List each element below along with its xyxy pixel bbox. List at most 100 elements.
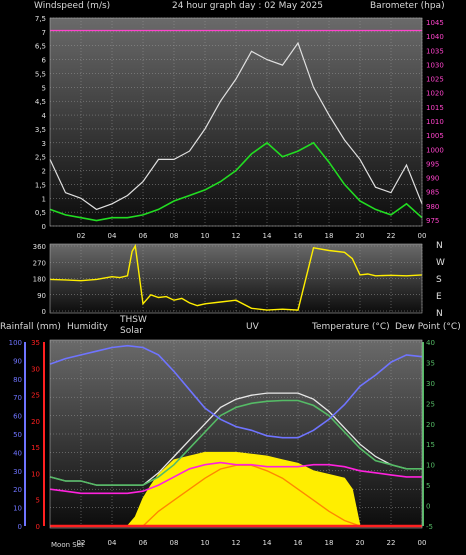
barometer-tick-label: 990: [426, 175, 439, 183]
windspeed-axis-title: Windspeed (m/s): [34, 1, 111, 11]
barometer-tick-label: 1045: [426, 19, 444, 27]
windspeed-tick-label: 0,5: [35, 209, 46, 217]
humidity-tick-label: 100: [9, 339, 22, 347]
solar-legend: Solar: [120, 326, 143, 336]
x-tick-label-lower: 22: [387, 539, 396, 547]
windspeed-tick-label: 2,5: [35, 154, 46, 162]
x-tick-label-lower: 20: [356, 539, 365, 547]
x-tick-label: 12: [232, 232, 241, 240]
direction-tick-label: 90: [37, 292, 46, 300]
rainfall-tick-label: 0: [36, 523, 40, 531]
rainfall-tick-label: 15: [31, 444, 40, 452]
wind-direction-line: [49, 243, 423, 311]
barometer-tick-label: 1000: [426, 146, 444, 154]
temperature-tick-label: 10: [426, 462, 435, 470]
rainfall-tick-label: 5: [36, 497, 40, 505]
barometer-tick-label: 1040: [426, 33, 444, 41]
windspeed-tick-label: 3: [42, 140, 46, 148]
solar-area: [50, 451, 422, 527]
temperature-tick-label: 35: [426, 359, 435, 367]
x-tick-label-lower: 02: [77, 539, 86, 547]
x-tick-label: 20: [356, 232, 365, 240]
x-tick-label: 22: [387, 232, 396, 240]
rainfall-tick-label: 25: [31, 392, 40, 400]
windspeed-tick-label: 6,5: [35, 43, 46, 51]
wind-average-line: [49, 141, 423, 222]
direction-tick-label: 180: [33, 276, 46, 284]
windspeed-tick-label: 4: [42, 112, 47, 120]
x-tick-label: 08: [170, 232, 179, 240]
x-tick-label-lower: 00: [418, 539, 427, 547]
humidity-tick-label: 50: [13, 431, 22, 439]
x-tick-label: 04: [108, 232, 117, 240]
windspeed-tick-label: 5,5: [35, 70, 46, 78]
barometer-tick-label: 1020: [426, 90, 444, 98]
humidity-tick-label: 0: [18, 523, 22, 531]
humidity-axis-title: Humidity: [67, 322, 108, 332]
temperature-axis-title: Temperature (°C): [312, 322, 390, 332]
moon-set-label: Moon Set: [51, 541, 84, 549]
temperature-line: [49, 399, 422, 486]
barometer-tick-label: 1010: [426, 118, 444, 126]
humidity-tick-label: 60: [13, 413, 22, 421]
rainfall-axis-title: Rainfall (mm): [0, 322, 61, 332]
barometer-tick-label: 1015: [426, 104, 444, 112]
x-tick-label-lower: 14: [263, 539, 272, 547]
barometer-tick-label: 1005: [426, 132, 444, 140]
windspeed-tick-label: 3,5: [35, 126, 46, 134]
rainfall-tick-label: 10: [31, 470, 40, 478]
barometer-axis-title: Barometer (hpa): [370, 1, 445, 11]
barometer-tick-label: 980: [426, 203, 439, 211]
temperature-tick-label: 25: [426, 400, 435, 408]
direction-tick-label: 0: [42, 308, 46, 316]
windspeed-tick-label: 0: [42, 223, 46, 231]
direction-tick-label: 360: [33, 243, 46, 251]
wind-gust-line: [49, 41, 423, 211]
x-tick-label-lower: 06: [139, 539, 148, 547]
compass-label: N: [436, 241, 443, 251]
temperature-tick-label: 20: [426, 421, 435, 429]
compass-label: W: [436, 258, 445, 268]
barometer-tick-label: 1025: [426, 76, 444, 84]
rainfall-tick-label: 20: [31, 418, 40, 426]
lower-panel-frame: [49, 339, 423, 529]
direction-tick-label: 270: [33, 259, 46, 267]
x-tick-label: 00: [418, 232, 427, 240]
wind-panel-frame: [49, 17, 423, 227]
windspeed-tick-label: 5: [42, 84, 46, 92]
barometer-tick-label: 1030: [426, 61, 444, 69]
temperature-tick-label: -5: [426, 523, 433, 531]
wind-panel-background: [50, 18, 422, 226]
humidity-tick-label: 20: [13, 486, 22, 494]
x-tick-label-lower: 10: [201, 539, 210, 547]
x-tick-label-lower: 18: [325, 539, 334, 547]
windspeed-tick-label: 4,5: [35, 98, 46, 106]
compass-label: N: [436, 309, 443, 319]
compass-label: S: [436, 275, 442, 285]
temperature-tick-label: 15: [426, 441, 435, 449]
humidity-tick-label: 40: [13, 449, 22, 457]
windspeed-tick-label: 7,5: [35, 15, 46, 23]
x-tick-label-lower: 08: [170, 539, 179, 547]
uv-legend: UV: [246, 322, 259, 332]
x-tick-label: 02: [77, 232, 86, 240]
humidity-tick-label: 70: [13, 394, 22, 402]
x-tick-label: 18: [325, 232, 334, 240]
thsw-legend: THSW: [120, 315, 147, 325]
compass-label: E: [436, 292, 442, 302]
x-tick-label: 16: [294, 232, 303, 240]
temperature-tick-label: 0: [426, 503, 430, 511]
dew-point-line: [49, 461, 422, 495]
humidity-tick-label: 90: [13, 357, 22, 365]
x-tick-label-lower: 12: [232, 539, 241, 547]
x-tick-label: 06: [139, 232, 148, 240]
x-tick-label-lower: 04: [108, 539, 117, 547]
x-tick-label-lower: 16: [294, 539, 303, 547]
windspeed-tick-label: 1,5: [35, 181, 46, 189]
barometer-tick-label: 985: [426, 189, 439, 197]
x-tick-label: 10: [201, 232, 210, 240]
barometer-tick-label: 1035: [426, 47, 444, 55]
barometer-tick-label: 975: [426, 217, 439, 225]
